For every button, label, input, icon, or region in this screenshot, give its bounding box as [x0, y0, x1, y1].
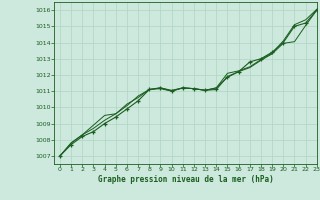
X-axis label: Graphe pression niveau de la mer (hPa): Graphe pression niveau de la mer (hPa) — [98, 175, 274, 184]
